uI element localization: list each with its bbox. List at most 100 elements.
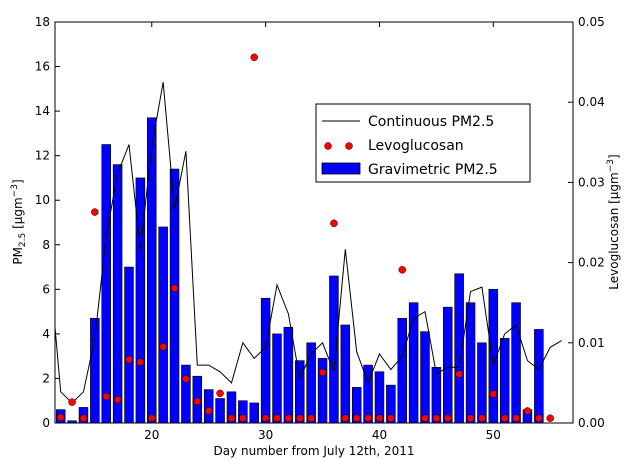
y-axis-right-label: Levoglucosan [μgm−3] — [606, 154, 621, 289]
legend-label-continuous: Continuous PM2.5 — [368, 114, 494, 130]
scatter-point — [296, 414, 304, 422]
legend-dot-swatch-2 — [345, 142, 353, 150]
bar — [124, 266, 134, 424]
bar — [203, 389, 214, 424]
scatter-point — [250, 53, 258, 62]
y-axis-left-label: PM2.5 [μgm−3] — [10, 179, 28, 264]
y-left-tick-label: 16 — [35, 60, 50, 74]
y-right-tick-label: 0.01 — [578, 336, 605, 350]
y-right-tick-label: 0.00 — [578, 416, 605, 430]
scatter-point — [56, 413, 65, 422]
y-left-tick-label: 4 — [42, 327, 50, 341]
bar — [408, 302, 419, 424]
scatter-point — [216, 389, 224, 398]
bar — [534, 329, 544, 424]
bar — [317, 358, 328, 424]
y-right-tick-label: 0.05 — [578, 15, 605, 29]
bar — [295, 360, 305, 424]
bar — [420, 331, 430, 424]
scatter-point — [352, 414, 361, 422]
scatter-series — [56, 53, 554, 422]
y-left-tick-label: 18 — [35, 15, 50, 29]
scatter-point — [204, 407, 213, 415]
bar — [465, 302, 476, 424]
y-left-tick-label: 12 — [35, 149, 50, 163]
scatter-point — [79, 414, 88, 422]
line-series — [54, 82, 562, 404]
scatter-point — [364, 414, 372, 422]
bar — [112, 164, 123, 424]
x-axis-label: Day number from July 12th, 2011 — [213, 444, 414, 458]
scatter-point — [273, 414, 281, 422]
bar — [340, 324, 351, 424]
scatter-point — [523, 407, 532, 415]
scatter-point — [489, 390, 498, 398]
y-right-tick-label: 0.03 — [578, 175, 605, 189]
scatter-point — [193, 397, 202, 406]
scatter-point — [478, 414, 486, 422]
scatter-point — [546, 414, 554, 422]
scatter-point — [113, 395, 122, 404]
axes: 20 30 40 50 0 2 4 6 8 10 12 14 16 18 0.00 0.01 0.02 0.03 0… — [35, 15, 605, 442]
bar — [158, 226, 168, 424]
bar — [499, 338, 510, 424]
line-path — [54, 82, 562, 404]
y-right-tick-label: 0.02 — [578, 256, 605, 270]
scatter-point — [444, 414, 452, 422]
bar — [215, 398, 225, 424]
scatter-point — [182, 375, 190, 383]
x-tick-label: 50 — [486, 428, 501, 442]
bar — [329, 275, 339, 424]
y-left-tick-label: 10 — [35, 193, 50, 207]
scatter-point — [500, 414, 509, 422]
legend-bar-swatch — [321, 162, 361, 175]
scatter-point — [159, 343, 167, 351]
bar — [511, 302, 521, 424]
legend: Continuous PM2.5 Levoglucosan Gravimetri… — [315, 103, 531, 183]
scatter-point — [284, 414, 293, 422]
bar — [283, 326, 294, 424]
x-tick-label: 30 — [258, 428, 273, 442]
scatter-point — [330, 219, 338, 228]
legend-dot-swatch-1 — [324, 142, 332, 150]
bar — [272, 333, 282, 424]
y-left-tick-label: 14 — [35, 104, 50, 118]
legend-label-gravimetric: Gravimetric PM2.5 — [368, 162, 498, 178]
y-left-tick-label: 8 — [42, 238, 50, 252]
scatter-point — [136, 358, 145, 366]
plot-frame — [54, 21, 574, 424]
scatter-point — [125, 355, 133, 364]
bar-series — [55, 117, 544, 424]
bar — [135, 177, 146, 424]
scatter-point — [102, 392, 110, 401]
scatter-point — [535, 414, 543, 422]
bar — [260, 297, 271, 424]
bar — [477, 342, 487, 424]
scatter-point — [387, 414, 395, 422]
legend-label-levoglucosan: Levoglucosan — [368, 138, 464, 154]
x-tick-label: 40 — [372, 428, 387, 442]
scatter-point — [227, 414, 236, 422]
bar — [249, 402, 259, 424]
scatter-point — [170, 284, 179, 293]
scatter-point — [512, 414, 520, 422]
scatter-point — [68, 398, 76, 406]
scatter-point — [307, 414, 315, 422]
bar — [443, 306, 453, 424]
scatter-point — [432, 414, 441, 422]
scatter-point — [466, 414, 475, 422]
scatter-point — [239, 414, 247, 422]
y-left-tick-label: 2 — [42, 371, 50, 385]
y-right-tick-label: 0.04 — [578, 95, 605, 109]
scatter-point — [398, 266, 406, 274]
bar — [147, 117, 157, 424]
x-tick-label: 20 — [144, 428, 159, 442]
scatter-point — [318, 368, 327, 377]
y-left-tick-label: 6 — [42, 282, 50, 296]
bar — [397, 317, 407, 424]
bar — [181, 364, 191, 424]
bar — [101, 144, 111, 424]
scatter-point — [455, 370, 463, 378]
scatter-point — [91, 208, 99, 216]
